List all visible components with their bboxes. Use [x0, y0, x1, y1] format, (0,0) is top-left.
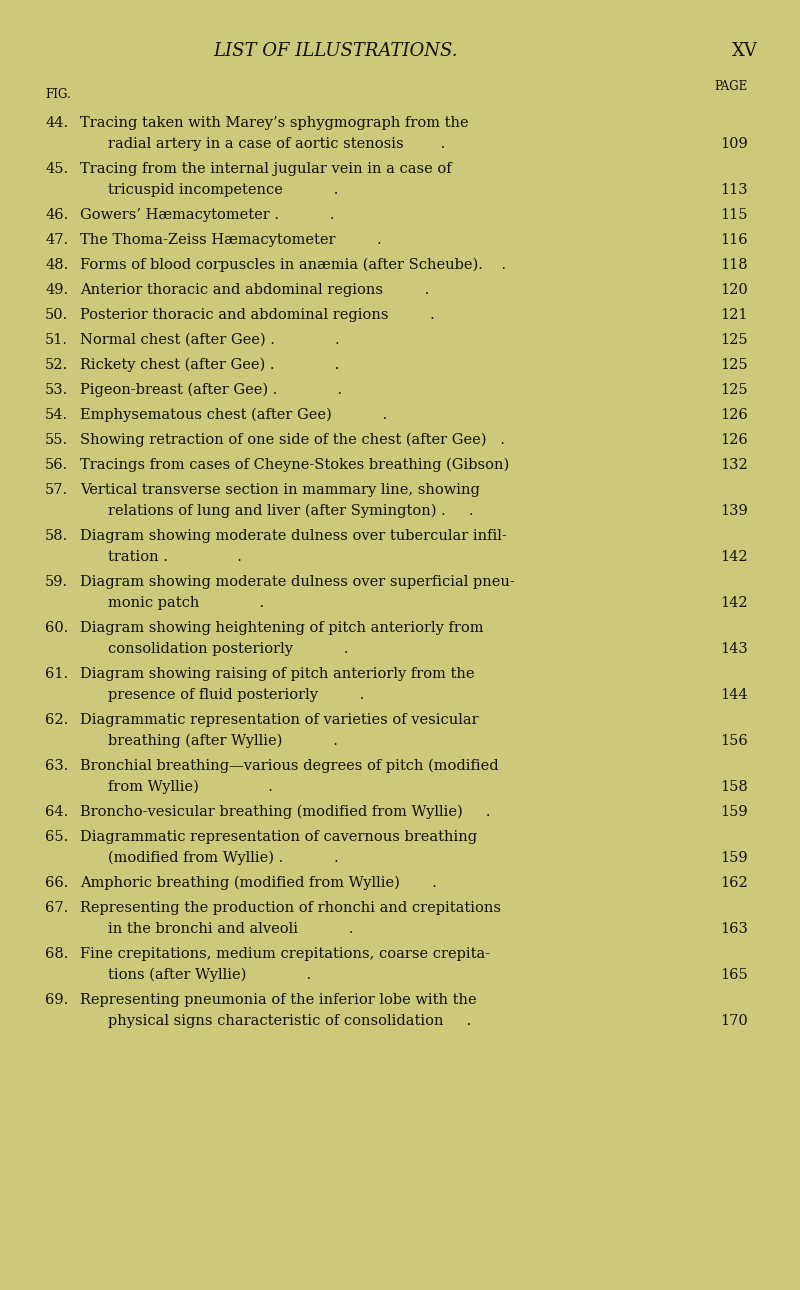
Text: LIST OF ILLUSTRATIONS.: LIST OF ILLUSTRATIONS.	[214, 43, 458, 61]
Text: 126: 126	[720, 408, 748, 422]
Text: 163: 163	[720, 922, 748, 937]
Text: PAGE: PAGE	[714, 80, 748, 93]
Text: 45.: 45.	[45, 163, 68, 175]
Text: 120: 120	[720, 283, 748, 297]
Text: FIG.: FIG.	[45, 88, 70, 101]
Text: 165: 165	[720, 968, 748, 982]
Text: relations of lung and liver (after Symington) .     .: relations of lung and liver (after Symin…	[108, 504, 474, 519]
Text: 162: 162	[720, 876, 748, 890]
Text: Diagram showing moderate dulness over superficial pneu-: Diagram showing moderate dulness over su…	[80, 575, 514, 590]
Text: tions (after Wyllie)             .: tions (after Wyllie) .	[108, 968, 311, 983]
Text: Diagrammatic representation of cavernous breathing: Diagrammatic representation of cavernous…	[80, 829, 477, 844]
Text: 109: 109	[720, 137, 748, 151]
Text: radial artery in a case of aortic stenosis        .: radial artery in a case of aortic stenos…	[108, 137, 446, 151]
Text: Fine crepitations, medium crepitations, coarse crepita-: Fine crepitations, medium crepitations, …	[80, 947, 490, 961]
Text: 61.: 61.	[45, 667, 68, 681]
Text: 51.: 51.	[45, 333, 68, 347]
Text: XV: XV	[732, 43, 758, 61]
Text: 67.: 67.	[45, 900, 68, 915]
Text: 113: 113	[720, 183, 748, 197]
Text: 115: 115	[721, 208, 748, 222]
Text: 56.: 56.	[45, 458, 68, 472]
Text: 58.: 58.	[45, 529, 68, 543]
Text: consolidation posteriorly           .: consolidation posteriorly .	[108, 642, 349, 657]
Text: 60.: 60.	[45, 620, 68, 635]
Text: 159: 159	[720, 805, 748, 819]
Text: Vertical transverse section in mammary line, showing: Vertical transverse section in mammary l…	[80, 482, 480, 497]
Text: Gowers’ Hæmacytometer .           .: Gowers’ Hæmacytometer . .	[80, 208, 334, 222]
Text: Broncho-vesicular breathing (modified from Wyllie)     .: Broncho-vesicular breathing (modified fr…	[80, 805, 490, 819]
Text: 125: 125	[720, 383, 748, 397]
Text: 121: 121	[721, 308, 748, 322]
Text: in the bronchi and alveoli           .: in the bronchi and alveoli .	[108, 922, 354, 937]
Text: physical signs characteristic of consolidation     .: physical signs characteristic of consoli…	[108, 1014, 471, 1028]
Text: Diagrammatic representation of varieties of vesicular: Diagrammatic representation of varieties…	[80, 713, 478, 728]
Text: Representing pneumonia of the inferior lobe with the: Representing pneumonia of the inferior l…	[80, 993, 477, 1007]
Text: 143: 143	[720, 642, 748, 657]
Text: Emphysematous chest (after Gee)           .: Emphysematous chest (after Gee) .	[80, 408, 387, 422]
Text: 62.: 62.	[45, 713, 68, 728]
Text: 57.: 57.	[45, 482, 68, 497]
Text: Rickety chest (after Gee) .             .: Rickety chest (after Gee) . .	[80, 359, 339, 373]
Text: breathing (after Wyllie)           .: breathing (after Wyllie) .	[108, 734, 338, 748]
Text: 118: 118	[720, 258, 748, 272]
Text: Posterior thoracic and abdominal regions         .: Posterior thoracic and abdominal regions…	[80, 308, 434, 322]
Text: 65.: 65.	[45, 829, 68, 844]
Text: 54.: 54.	[45, 408, 68, 422]
Text: 63.: 63.	[45, 759, 68, 773]
Text: Amphoric breathing (modified from Wyllie)       .: Amphoric breathing (modified from Wyllie…	[80, 876, 437, 890]
Text: 142: 142	[720, 550, 748, 564]
Text: 68.: 68.	[45, 947, 68, 961]
Text: 49.: 49.	[45, 283, 68, 297]
Text: presence of fluid posteriorly         .: presence of fluid posteriorly .	[108, 688, 364, 702]
Text: Representing the production of rhonchi and crepitations: Representing the production of rhonchi a…	[80, 900, 501, 915]
Text: 144: 144	[720, 688, 748, 702]
Text: 125: 125	[720, 359, 748, 372]
Text: 52.: 52.	[45, 359, 68, 372]
Text: 46.: 46.	[45, 208, 68, 222]
Text: 139: 139	[720, 504, 748, 519]
Text: Showing retraction of one side of the chest (after Gee)   .: Showing retraction of one side of the ch…	[80, 433, 505, 448]
Text: Anterior thoracic and abdominal regions         .: Anterior thoracic and abdominal regions …	[80, 283, 430, 297]
Text: 48.: 48.	[45, 258, 68, 272]
Text: from Wyllie)               .: from Wyllie) .	[108, 780, 273, 795]
Text: 159: 159	[720, 851, 748, 866]
Text: Diagram showing raising of pitch anteriorly from the: Diagram showing raising of pitch anterio…	[80, 667, 474, 681]
Text: Bronchial breathing—various degrees of pitch (modified: Bronchial breathing—various degrees of p…	[80, 759, 498, 774]
Text: 126: 126	[720, 433, 748, 448]
Text: 55.: 55.	[45, 433, 68, 448]
Text: 156: 156	[720, 734, 748, 748]
Text: 132: 132	[720, 458, 748, 472]
Text: 47.: 47.	[45, 233, 68, 246]
Text: Forms of blood corpuscles in anæmia (after Scheube).    .: Forms of blood corpuscles in anæmia (aft…	[80, 258, 506, 272]
Text: 116: 116	[720, 233, 748, 246]
Text: Diagram showing moderate dulness over tubercular infil-: Diagram showing moderate dulness over tu…	[80, 529, 506, 543]
Text: 50.: 50.	[45, 308, 68, 322]
Text: 59.: 59.	[45, 575, 68, 590]
Text: Diagram showing heightening of pitch anteriorly from: Diagram showing heightening of pitch ant…	[80, 620, 483, 635]
Text: Normal chest (after Gee) .             .: Normal chest (after Gee) . .	[80, 333, 340, 347]
Text: 66.: 66.	[45, 876, 68, 890]
Text: 53.: 53.	[45, 383, 68, 397]
Text: Tracing taken with Marey’s sphygmograph from the: Tracing taken with Marey’s sphygmograph …	[80, 116, 469, 130]
Text: Tracings from cases of Cheyne-Stokes breathing (Gibson): Tracings from cases of Cheyne-Stokes bre…	[80, 458, 510, 472]
Text: 158: 158	[720, 780, 748, 795]
Text: tration .               .: tration . .	[108, 550, 242, 564]
Text: 69.: 69.	[45, 993, 68, 1007]
Text: The Thoma-Zeiss Hæmacytometer         .: The Thoma-Zeiss Hæmacytometer .	[80, 233, 382, 246]
Text: 170: 170	[720, 1014, 748, 1028]
Text: monic patch             .: monic patch .	[108, 596, 264, 610]
Text: 64.: 64.	[45, 805, 68, 819]
Text: 125: 125	[720, 333, 748, 347]
Text: (modified from Wyllie) .           .: (modified from Wyllie) . .	[108, 851, 338, 866]
Text: tricuspid incompetence           .: tricuspid incompetence .	[108, 183, 338, 197]
Text: 142: 142	[720, 596, 748, 610]
Text: Tracing from the internal jugular vein in a case of: Tracing from the internal jugular vein i…	[80, 163, 452, 175]
Text: 44.: 44.	[45, 116, 68, 130]
Text: Pigeon-breast (after Gee) .             .: Pigeon-breast (after Gee) . .	[80, 383, 342, 397]
